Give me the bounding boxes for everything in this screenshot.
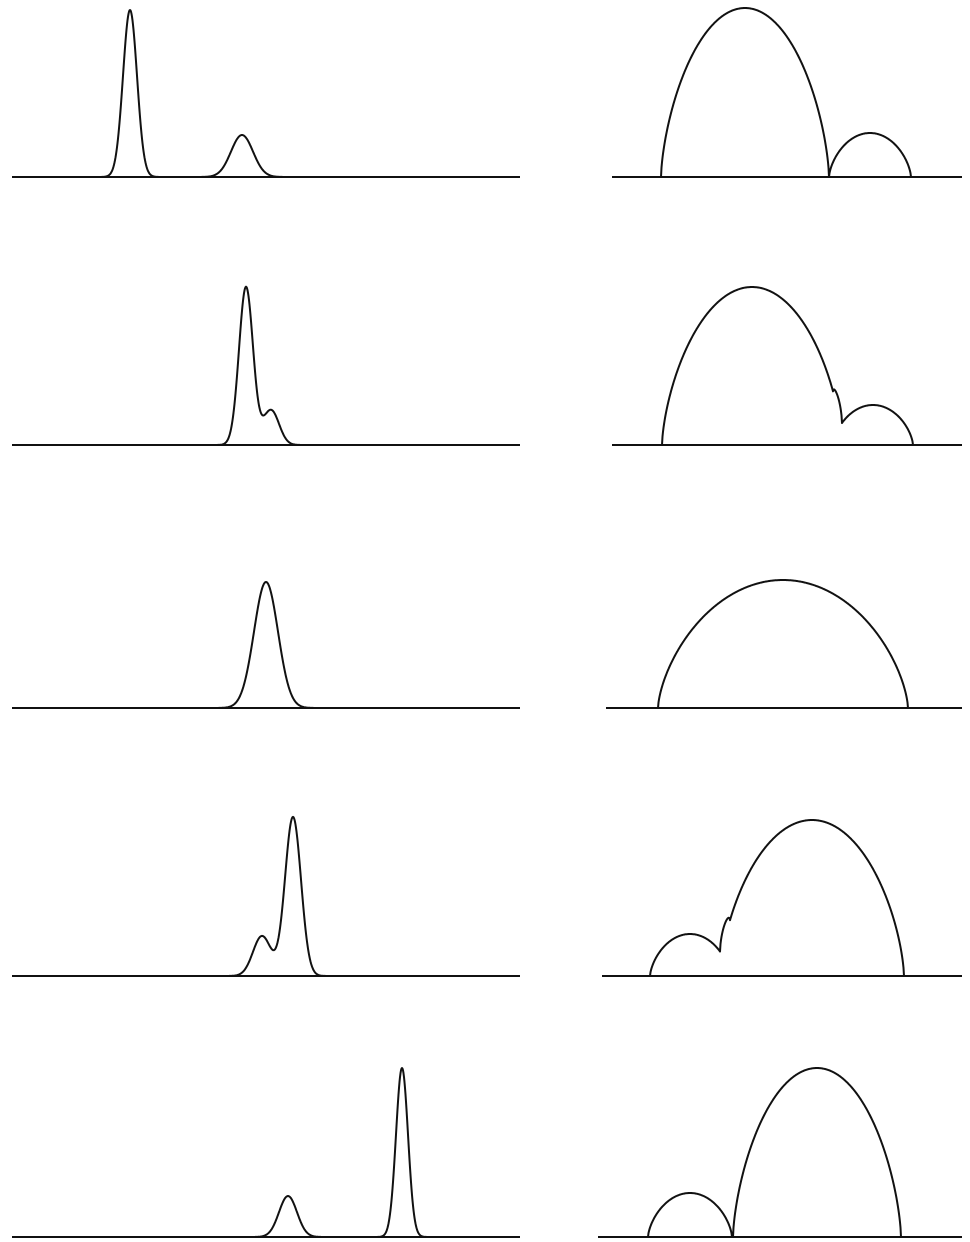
profile-curve <box>11 581 521 709</box>
profile-curve <box>601 819 963 977</box>
profile-curve <box>11 285 521 446</box>
profile-curve <box>11 815 521 977</box>
profile-curve <box>611 286 963 446</box>
profile-curve <box>605 579 963 709</box>
profile-curve <box>597 1067 963 1238</box>
profile-curve <box>11 1067 521 1238</box>
profile-curve <box>11 9 521 178</box>
profile-curve <box>611 7 963 178</box>
